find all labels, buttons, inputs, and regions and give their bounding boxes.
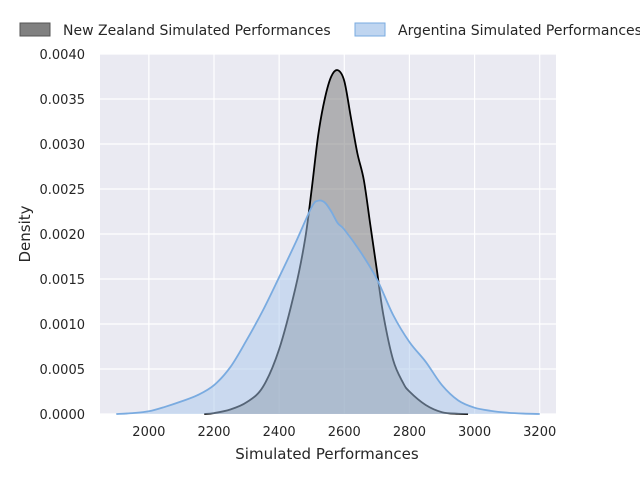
x-tick-label: 3200 bbox=[523, 425, 556, 440]
y-tick-label: 0.0020 bbox=[40, 228, 86, 243]
y-axis-ticks: 0.0000 0.0005 0.0010 0.0015 0.0020 0.0025 0.00… bbox=[40, 48, 86, 423]
y-tick-label: 0.0030 bbox=[40, 138, 86, 153]
argentina-legend-label: Argentina Simulated Performances bbox=[398, 23, 640, 39]
x-tick-label: 2600 bbox=[328, 425, 361, 440]
y-tick-label: 0.0015 bbox=[40, 273, 86, 288]
y-axis-label: Density bbox=[16, 205, 34, 262]
argentina-density-area bbox=[116, 200, 540, 414]
x-axis-ticks: 2000 2200 2400 2600 2800 3000 3200 bbox=[132, 425, 556, 440]
argentina-density-line bbox=[116, 199, 540, 415]
x-tick-label: 2200 bbox=[197, 425, 230, 440]
x-tick-label: 3000 bbox=[458, 425, 491, 440]
x-tick-label: 2800 bbox=[393, 425, 426, 440]
y-tick-label: 0.0010 bbox=[40, 318, 86, 333]
legend: New Zealand Simulated Performances Argent… bbox=[19, 22, 640, 39]
y-tick-label: 0.0035 bbox=[40, 93, 86, 108]
y-tick-label: 0.0025 bbox=[40, 183, 86, 198]
y-tick-label: 0.0005 bbox=[40, 363, 86, 378]
argentina-legend-swatch bbox=[354, 22, 386, 37]
x-tick-label: 2400 bbox=[263, 425, 296, 440]
y-tick-label: 0.0000 bbox=[40, 408, 86, 423]
new-zealand-legend-swatch bbox=[19, 22, 51, 37]
x-axis-label: Simulated Performances bbox=[235, 445, 419, 463]
y-tick-label: 0.0040 bbox=[40, 48, 86, 63]
density-areas bbox=[116, 69, 540, 415]
new-zealand-legend-label: New Zealand Simulated Performances bbox=[63, 23, 331, 39]
x-tick-label: 2000 bbox=[132, 425, 165, 440]
